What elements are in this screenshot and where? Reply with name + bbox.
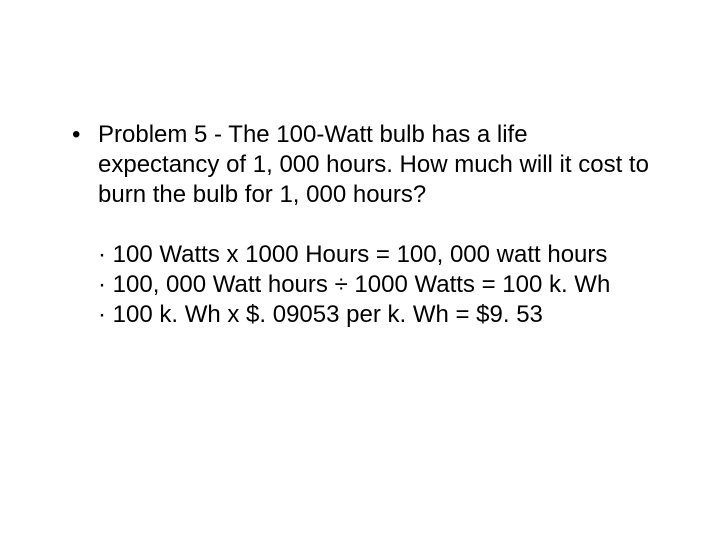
- slide: • Problem 5 - The 100-Watt bulb has a li…: [0, 0, 720, 540]
- solution-line: · 100 k. Wh x $. 09053 per k. Wh = $9. 5…: [98, 300, 650, 330]
- solution-line: · 100, 000 Watt hours ÷ 1000 Watts = 100…: [98, 270, 650, 300]
- solution-line: · 100 Watts x 1000 Hours = 100, 000 watt…: [98, 240, 650, 270]
- bullet-icon: •: [70, 120, 98, 150]
- problem-text: Problem 5 - The 100-Watt bulb has a life…: [98, 120, 650, 210]
- solution-block: · 100 Watts x 1000 Hours = 100, 000 watt…: [98, 240, 650, 330]
- problem-bullet-row: • Problem 5 - The 100-Watt bulb has a li…: [70, 120, 650, 210]
